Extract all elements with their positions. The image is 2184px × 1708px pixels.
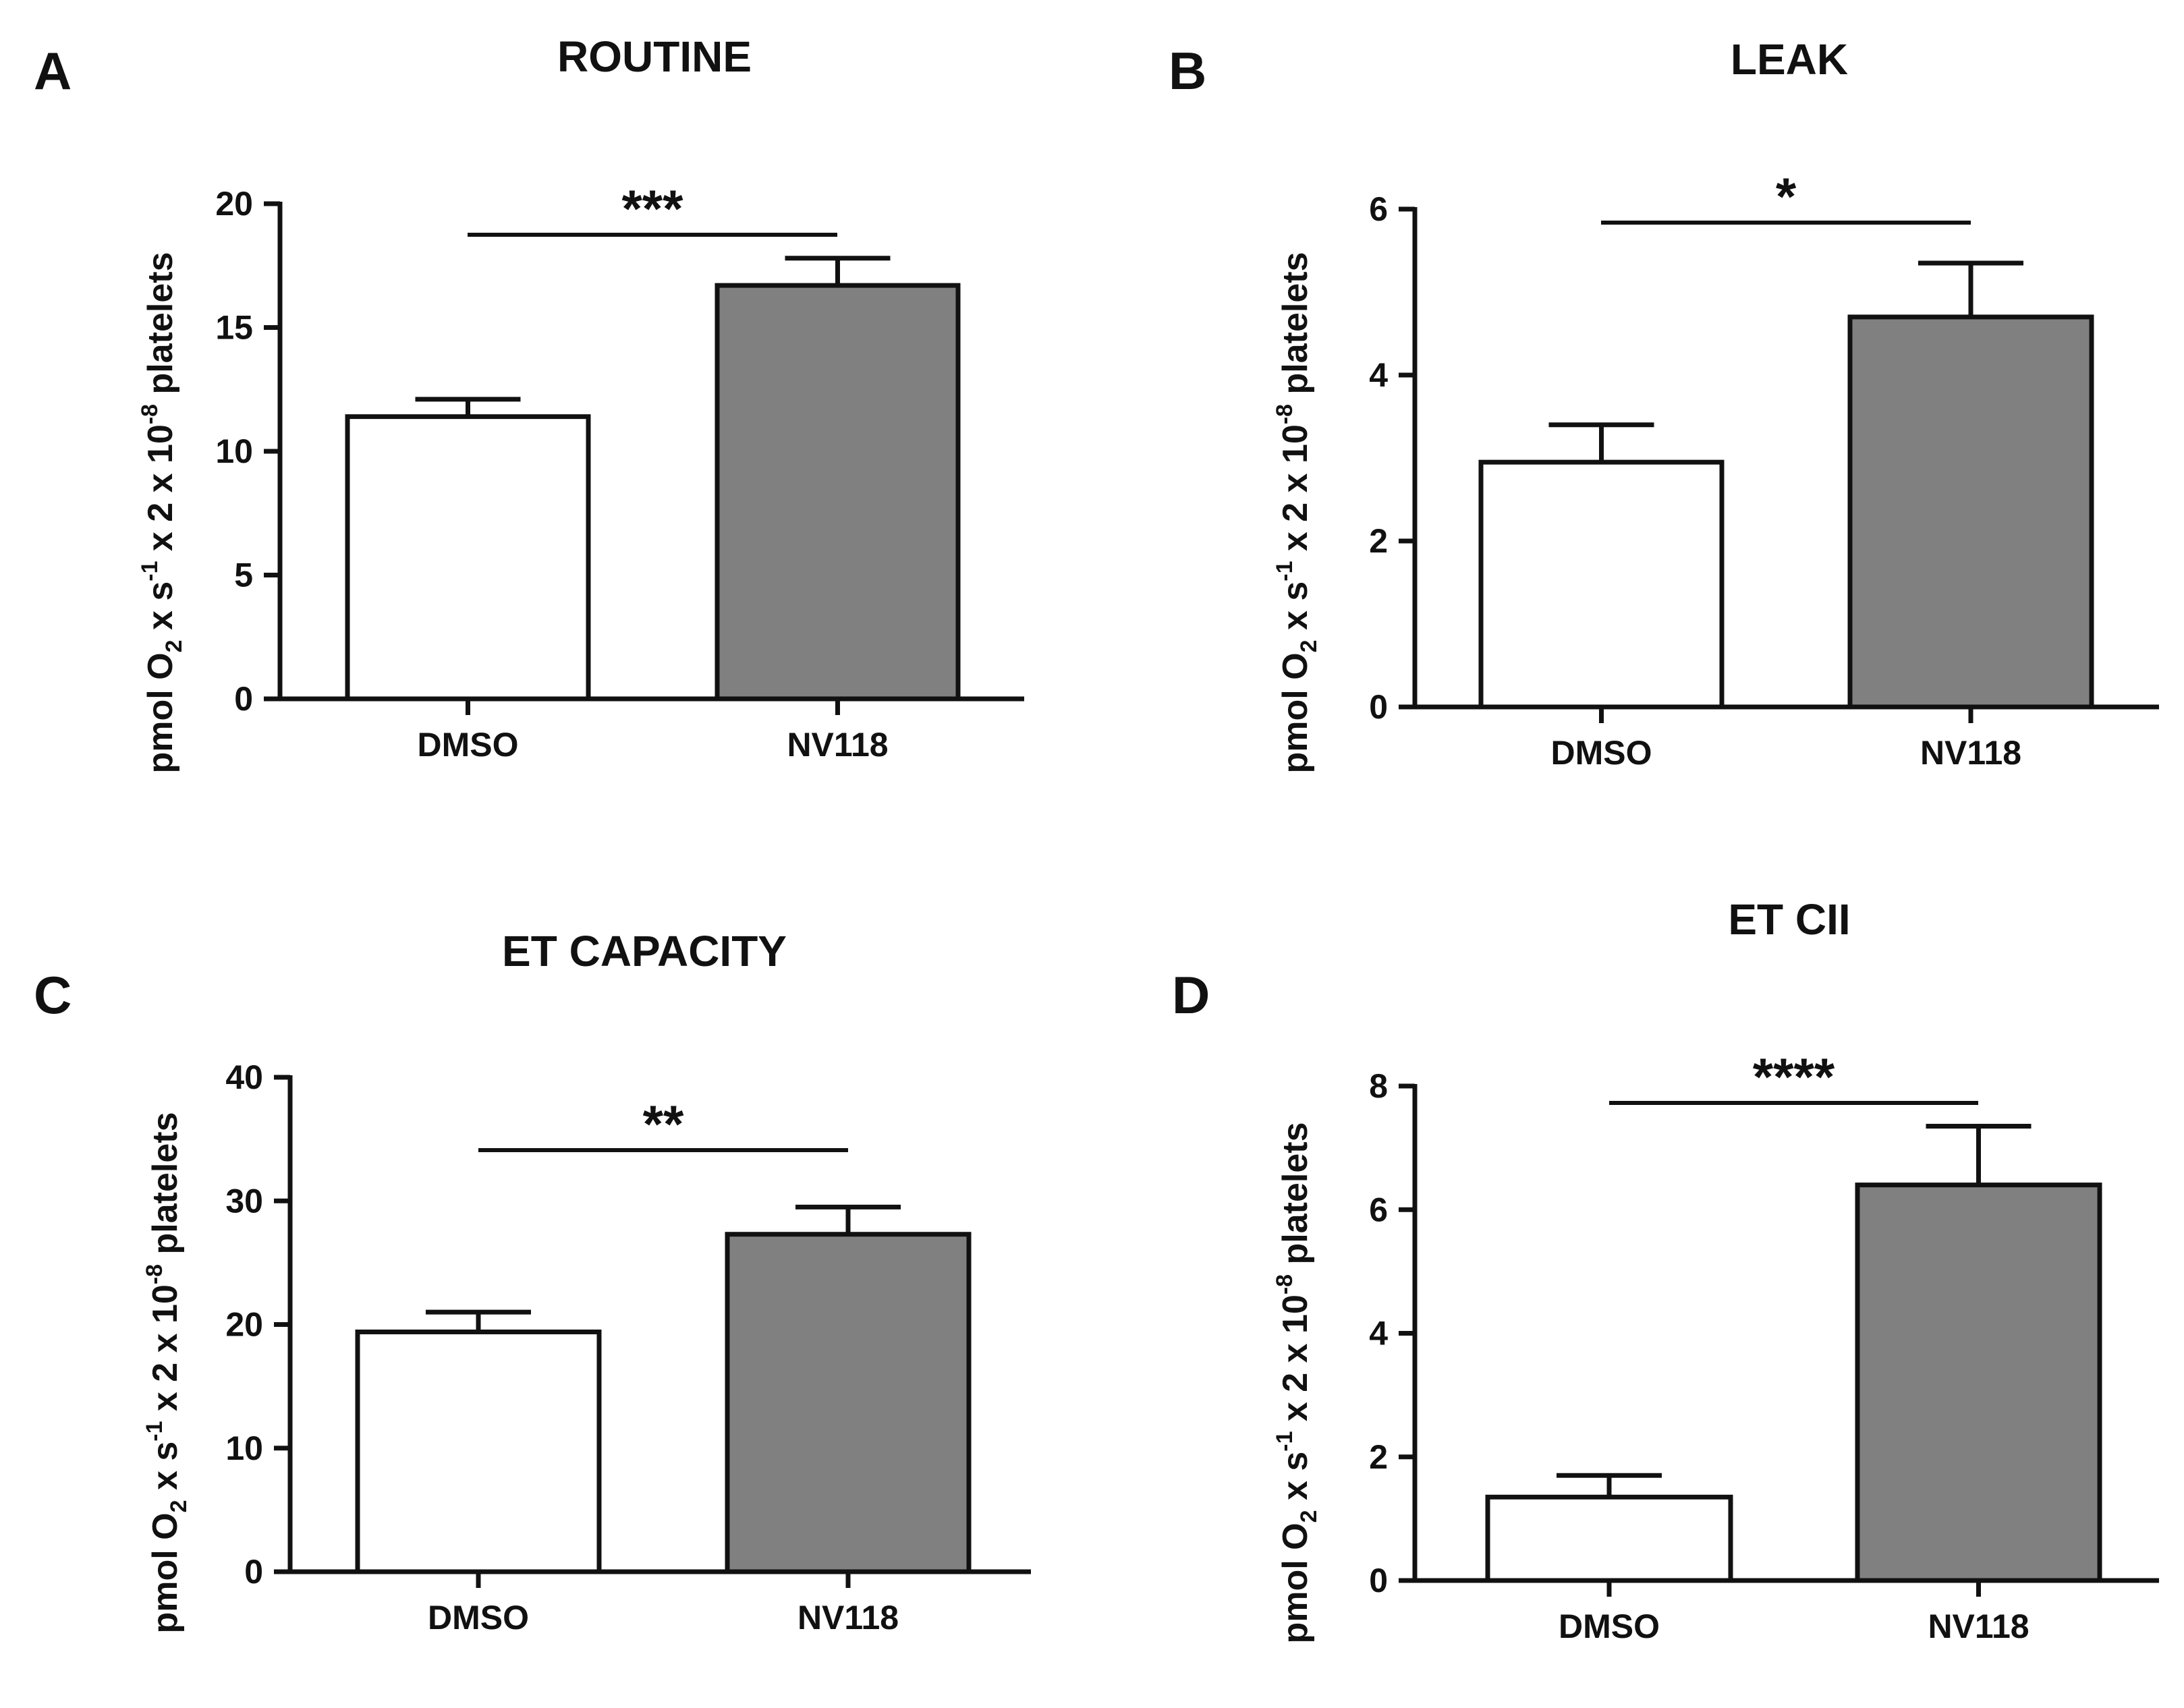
y-tick-label: 2 bbox=[1369, 522, 1388, 560]
y-tick-label: 0 bbox=[1369, 688, 1388, 726]
plot-area-c: 0 10 20 30 40 DMSO NV118 ** bbox=[225, 1058, 1031, 1636]
y-tick-label: 30 bbox=[225, 1182, 263, 1220]
y-tick-label: 15 bbox=[215, 309, 253, 347]
panel-title-et-capacity: ET CAPACITY bbox=[502, 927, 787, 975]
panel-letter-b: B bbox=[1169, 41, 1206, 101]
x-category-label-nv118: NV118 bbox=[1928, 1607, 2029, 1645]
panel-letter-d: D bbox=[1172, 965, 1210, 1025]
significance-label: **** bbox=[1753, 1047, 1835, 1106]
y-axis-label-c: pmol O2 x s-1 x 2 x 10-8 platelets bbox=[142, 1112, 192, 1633]
plot-area-b: 0 2 4 6 DMSO NV118 * bbox=[1369, 167, 2159, 772]
x-category-label-nv118: NV118 bbox=[1920, 734, 2021, 772]
panel-title-leak: LEAK bbox=[1731, 35, 1848, 84]
panel-title-routine: ROUTINE bbox=[557, 32, 752, 81]
y-tick-label: 0 bbox=[244, 1553, 263, 1591]
bar-nv118 bbox=[715, 283, 961, 702]
y-tick-label: 20 bbox=[215, 185, 253, 223]
y-axis-label-a: pmol O2 x s-1 x 2 x 10-8 platelets bbox=[137, 252, 187, 773]
y-tick-label: 4 bbox=[1369, 1315, 1388, 1353]
panel-a: A ROUTINE pmol O2 x s-1 x 2 x 10-8 plate… bbox=[34, 32, 1024, 774]
x-category-label-dmso: DMSO bbox=[1551, 734, 1652, 772]
y-tick-label: 6 bbox=[1369, 190, 1388, 228]
bar-nv118 bbox=[725, 1232, 972, 1574]
y-tick-label: 10 bbox=[225, 1429, 263, 1467]
bar-nv118 bbox=[1847, 314, 2094, 710]
y-tick-label: 20 bbox=[225, 1306, 263, 1344]
bar-dmso bbox=[1478, 459, 1725, 710]
bar-dmso bbox=[345, 414, 591, 702]
y-tick-label: 6 bbox=[1369, 1191, 1388, 1228]
plot-area-a: 0 5 10 15 20 DMSO NV118 *** bbox=[215, 179, 1024, 764]
significance-label: *** bbox=[621, 179, 683, 238]
panel-letter-c: C bbox=[34, 965, 72, 1025]
panel-title-et-cii: ET CII bbox=[1728, 895, 1850, 944]
y-tick-label: 10 bbox=[215, 432, 253, 470]
bar-dmso bbox=[355, 1329, 602, 1574]
panel-d: D ET CII pmol O2 x s-1 x 2 x 10-8 platel… bbox=[1172, 895, 2159, 1645]
y-axis-label-b: pmol O2 x s-1 x 2 x 10-8 platelets bbox=[1272, 252, 1322, 773]
bar-dmso bbox=[1485, 1494, 1733, 1583]
y-tick-label: 40 bbox=[225, 1058, 263, 1096]
y-tick-label: 2 bbox=[1369, 1438, 1388, 1476]
x-category-label-dmso: DMSO bbox=[418, 726, 519, 764]
panel-b: B LEAK pmol O2 x s-1 x 2 x 10-8 platelet… bbox=[1169, 35, 2159, 774]
significance-label: * bbox=[1776, 167, 1797, 226]
x-category-label-nv118: NV118 bbox=[787, 726, 888, 764]
y-tick-label: 0 bbox=[1369, 1562, 1388, 1599]
y-tick-label: 8 bbox=[1369, 1067, 1388, 1105]
x-category-label-dmso: DMSO bbox=[1559, 1607, 1660, 1645]
significance-label: ** bbox=[643, 1094, 684, 1154]
y-tick-label: 5 bbox=[234, 557, 253, 594]
x-category-label-nv118: NV118 bbox=[797, 1599, 899, 1636]
plot-area-d: 0 2 4 6 8 DMSO NV118 **** bbox=[1369, 1047, 2159, 1645]
y-tick-label: 4 bbox=[1369, 356, 1388, 394]
bar-nv118 bbox=[1855, 1183, 2102, 1583]
panel-c: C ET CAPACITY pmol O2 x s-1 x 2 x 10-8 p… bbox=[34, 927, 1031, 1636]
panel-letter-a: A bbox=[34, 41, 72, 101]
y-axis-label-d: pmol O2 x s-1 x 2 x 10-8 platelets bbox=[1272, 1122, 1322, 1643]
x-category-label-dmso: DMSO bbox=[428, 1599, 529, 1636]
y-tick-label: 0 bbox=[234, 680, 253, 718]
